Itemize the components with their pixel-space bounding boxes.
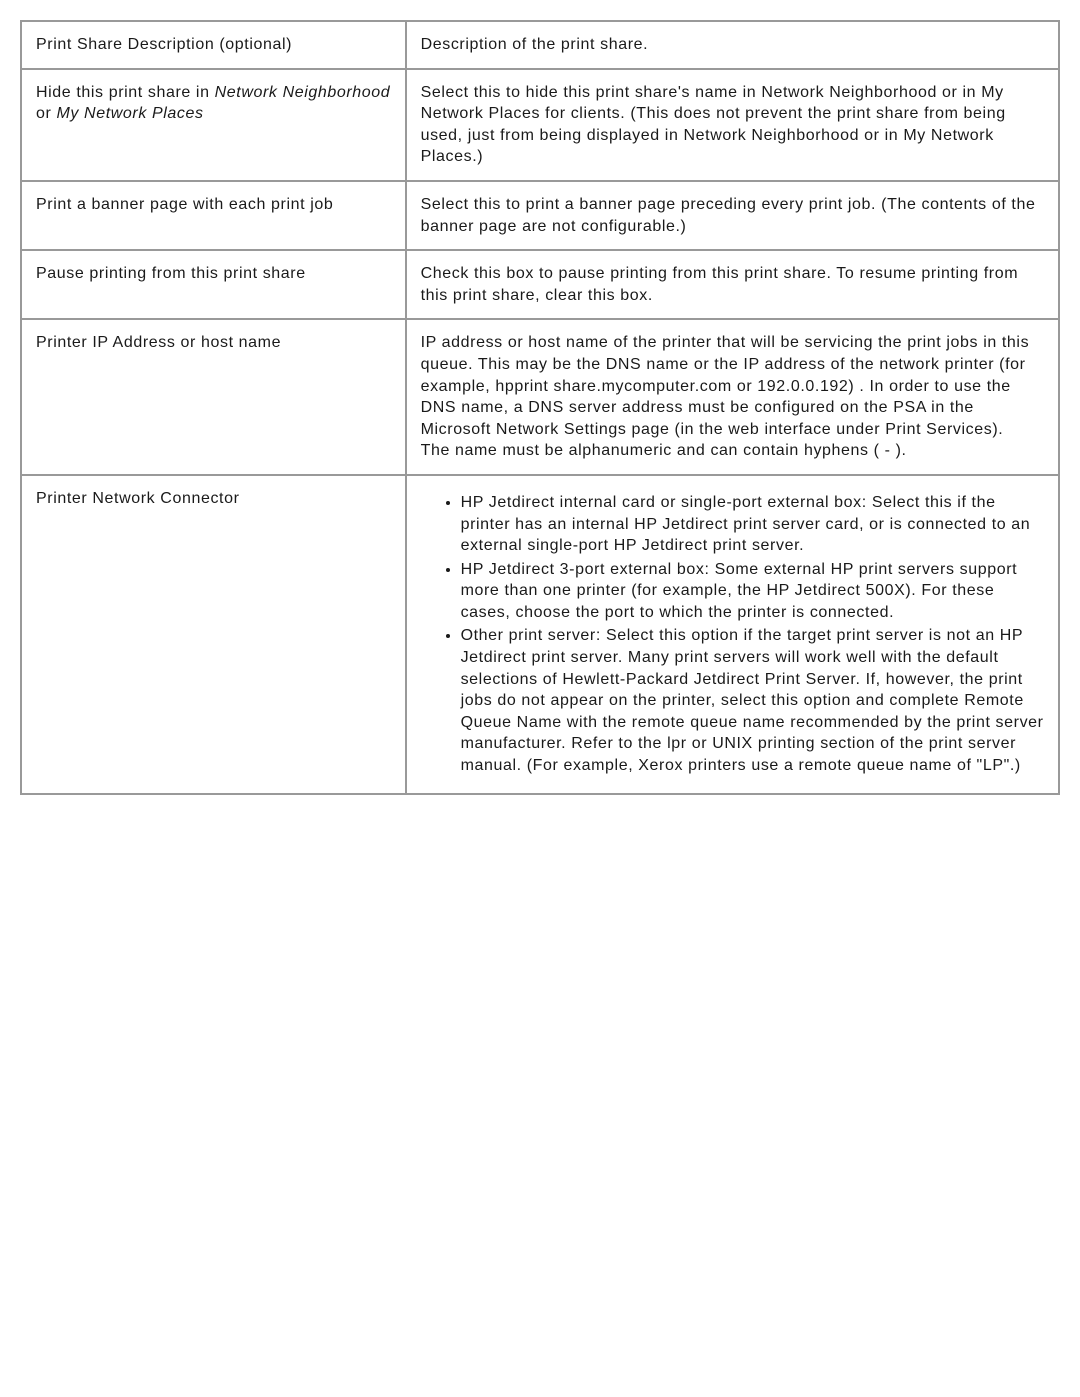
label-text-middle: or	[36, 105, 56, 122]
table-row: Print Share Description (optional) Descr…	[22, 22, 1058, 68]
table-row: Printer Network Connector HP Jetdirect i…	[22, 476, 1058, 793]
setting-description: Check this box to pause printing from th…	[407, 251, 1058, 318]
setting-label: Print Share Description (optional)	[22, 22, 405, 68]
list-item: HP Jetdirect internal card or single-por…	[461, 492, 1044, 557]
description-paragraph: IP address or host name of the printer t…	[421, 334, 1030, 437]
setting-label: Print a banner page with each print job	[22, 182, 405, 249]
connector-option-list: HP Jetdirect internal card or single-por…	[421, 492, 1044, 777]
setting-description: HP Jetdirect internal card or single-por…	[407, 476, 1058, 793]
setting-description: Description of the print share.	[407, 22, 1058, 68]
setting-description: Select this to hide this print share's n…	[407, 70, 1058, 180]
label-text-italic: Network Neighborhood	[215, 84, 391, 101]
setting-description: IP address or host name of the printer t…	[407, 320, 1058, 474]
table-row: Printer IP Address or host name IP addre…	[22, 320, 1058, 474]
description-paragraph: The name must be alphanumeric and can co…	[421, 442, 907, 459]
table-row: Pause printing from this print share Che…	[22, 251, 1058, 318]
list-item: HP Jetdirect 3-port external box: Some e…	[461, 559, 1044, 624]
setting-label: Printer Network Connector	[22, 476, 405, 793]
label-text-prefix: Hide this print share in	[36, 84, 215, 101]
table-row: Print a banner page with each print job …	[22, 182, 1058, 249]
print-share-settings-table: Print Share Description (optional) Descr…	[20, 20, 1060, 795]
list-item: Other print server: Select this option i…	[461, 625, 1044, 776]
label-text-italic: My Network Places	[56, 105, 203, 122]
setting-description: Select this to print a banner page prece…	[407, 182, 1058, 249]
table-row: Hide this print share in Network Neighbo…	[22, 70, 1058, 180]
setting-label: Hide this print share in Network Neighbo…	[22, 70, 405, 180]
setting-label: Pause printing from this print share	[22, 251, 405, 318]
setting-label: Printer IP Address or host name	[22, 320, 405, 474]
